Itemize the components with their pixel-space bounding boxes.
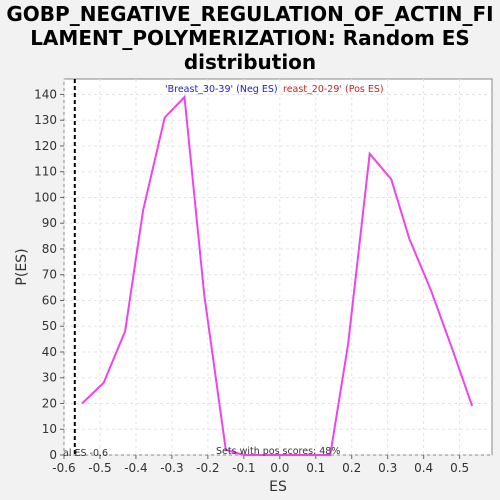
x-tick-label: 0.4 [414, 461, 433, 475]
x-tick-label: -0.5 [88, 461, 111, 475]
x-tick-label: -0.2 [196, 461, 219, 475]
x-tick-label: 0.3 [378, 461, 397, 475]
y-tick-label: 70 [42, 268, 57, 282]
chart-title: GOBP_NEGATIVE_REGULATION_OF_ACTIN_FI LAM… [0, 2, 500, 74]
y-tick-label: 80 [42, 242, 57, 256]
y-tick-label: 30 [42, 371, 57, 385]
y-tick-label: 90 [42, 216, 57, 230]
y-tick-label: 0 [49, 448, 57, 462]
y-tick-label: 100 [34, 190, 57, 204]
plot-area [63, 78, 493, 456]
x-tick-label: -0.4 [124, 461, 147, 475]
x-axis-label: ES [269, 479, 287, 495]
y-tick-label: 110 [34, 165, 57, 179]
y-tick-label: 130 [34, 113, 57, 127]
pos-scores-label: Sets with pos scores: 48% [216, 446, 340, 457]
title-line-1: GOBP_NEGATIVE_REGULATION_OF_ACTIN_FI [6, 2, 494, 26]
x-tick-label: 0.1 [306, 461, 325, 475]
y-tick-label: 60 [42, 293, 57, 307]
title-line-2: LAMENT_POLYMERIZATION: Random ES [30, 26, 470, 50]
x-tick-label: -0.3 [160, 461, 183, 475]
es-distribution-line [81, 94, 474, 456]
y-axis-label: P(ES) [14, 248, 30, 285]
y-ticks: 0 10 20 30 40 50 60 70 80 90 100 110 120 130 140 [34, 87, 64, 462]
y-tick-label: 120 [34, 139, 57, 153]
y-tick-label: 20 [42, 396, 57, 410]
actual-es-label: al ES -0.6 [63, 448, 108, 459]
x-tick-label: 0.2 [342, 461, 361, 475]
title-line-3: distribution [183, 50, 317, 74]
x-tick-label: -0.6 [52, 461, 75, 475]
x-tick-label: 0.0 [270, 461, 289, 475]
y-tick-label: 40 [42, 345, 57, 359]
x-ticks: -0.6 -0.5 -0.4 -0.3 -0.2 -0.1 0.0 0.1 0.2 0.3 0.4 0… [52, 455, 469, 475]
y-tick-label: 50 [42, 319, 57, 333]
grid [63, 79, 492, 456]
x-tick-label: -0.1 [232, 461, 255, 475]
y-tick-label: 10 [42, 422, 57, 436]
legend-neg: 'Breast_30-39' (Neg ES) [165, 84, 278, 95]
legend-pos: reast_20-29' (Pos ES) [283, 84, 384, 95]
y-tick-label: 140 [34, 87, 57, 101]
x-tick-label: 0.5 [450, 461, 469, 475]
